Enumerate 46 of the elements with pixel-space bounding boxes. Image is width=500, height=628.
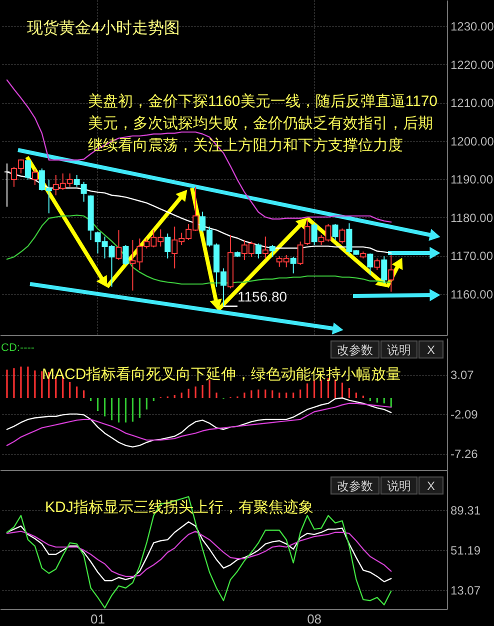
candlestick: [367, 252, 374, 276]
candlestick: [122, 244, 129, 266]
y-tick-label: -7.26: [450, 447, 478, 462]
y-tick-label: 1210.00: [450, 96, 494, 110]
chart-title: CD:----: [1, 342, 35, 354]
candlestick: [269, 244, 276, 258]
text: 现货黄金4小时走势图: [27, 19, 180, 37]
y-tick-label: 1230.00: [450, 20, 494, 34]
y-tick-label: -2.09: [450, 407, 478, 422]
y-tick-label: 1200.00: [450, 134, 494, 148]
candlestick: [297, 241, 304, 266]
annotation: 1156.80: [238, 288, 288, 304]
x-tick-label: 08: [307, 612, 322, 626]
annotation: X: [426, 343, 436, 357]
y-tick-label: 1180.00: [450, 210, 494, 225]
annotation: 说明: [387, 479, 411, 493]
candlestick: [290, 256, 296, 274]
candlestick: [388, 254, 394, 292]
candlestick: [164, 233, 171, 259]
annotation: X: [426, 479, 436, 493]
y-tick-label: 13.07: [450, 584, 481, 598]
line-series: [6, 496, 392, 609]
candlestick: [381, 256, 388, 284]
line-series: [6, 521, 392, 582]
y-tick-label: 1220.00: [450, 58, 494, 72]
candlestick: [374, 258, 380, 270]
candlestick: [262, 236, 268, 259]
annotation: 改参数: [337, 479, 373, 493]
candlestick: [24, 160, 31, 180]
candlestick: [332, 223, 338, 241]
x-tick-label: 01: [90, 612, 106, 626]
y-tick-label: 89.31: [450, 503, 481, 518]
candlestick: [311, 222, 318, 246]
y-tick-label: 51.19: [450, 544, 481, 558]
y-tick-label: 1190.00: [450, 172, 494, 187]
y-tick-label: 3.07: [450, 368, 474, 382]
candlestick: [304, 218, 310, 246]
annotation: 说明: [387, 343, 411, 357]
annotation: 改参数: [337, 343, 373, 357]
y-tick-label: 1170.00: [450, 249, 494, 264]
candlestick: [116, 230, 122, 260]
y-tick-label: 1160.00: [450, 288, 494, 302]
line-series: [6, 530, 392, 578]
candlestick: [255, 242, 262, 259]
candlestick: [32, 168, 38, 186]
candlestick: [339, 228, 346, 244]
